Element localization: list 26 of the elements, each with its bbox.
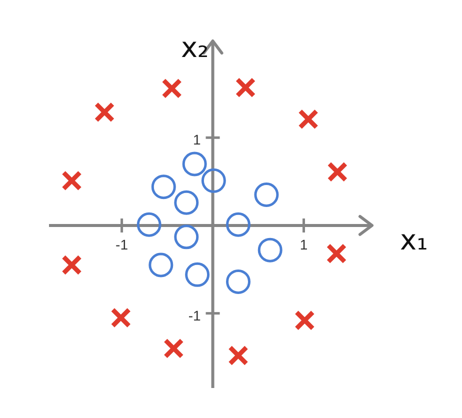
point	[61, 170, 82, 191]
point	[226, 269, 250, 294]
point	[182, 152, 207, 176]
y-axis-title: x₂	[180, 30, 209, 64]
point	[254, 182, 279, 207]
point	[162, 78, 182, 99]
point	[226, 212, 250, 237]
point	[174, 224, 199, 250]
point	[136, 212, 162, 237]
point	[201, 168, 226, 193]
point	[151, 174, 176, 200]
point	[61, 254, 82, 276]
x-axis-title: x₁	[400, 222, 428, 256]
point	[258, 238, 282, 262]
point	[148, 252, 174, 278]
point	[185, 262, 210, 287]
point	[228, 345, 248, 366]
point	[94, 102, 115, 122]
point	[163, 338, 184, 359]
point	[298, 108, 319, 130]
point	[174, 190, 199, 215]
point	[326, 243, 347, 264]
point	[327, 162, 348, 182]
point	[110, 307, 132, 328]
point	[235, 77, 256, 98]
point	[294, 310, 315, 331]
